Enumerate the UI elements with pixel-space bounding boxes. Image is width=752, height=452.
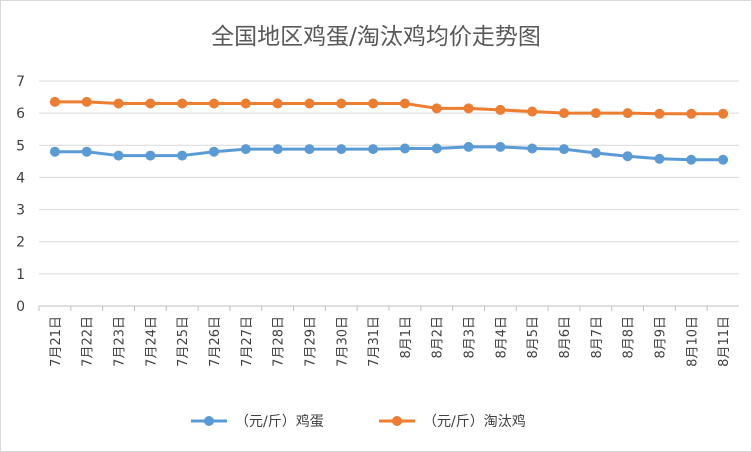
y-tick-label: 3: [16, 203, 25, 219]
gridlines: [39, 80, 739, 307]
data-point[interactable]: [431, 143, 442, 154]
x-tick-label: 8月5日: [526, 316, 541, 359]
x-tick-label: 7月29日: [303, 316, 318, 367]
chart-title: 全国地区鸡蛋/淘汰鸡均价走势图: [211, 24, 541, 50]
data-point[interactable]: [495, 141, 506, 152]
x-tick-label: 8月9日: [653, 316, 668, 359]
y-tick-label: 5: [16, 138, 25, 154]
x-tick-label: 8月3日: [463, 316, 478, 359]
series-1: [49, 141, 729, 165]
data-point[interactable]: [336, 98, 347, 109]
legend-marker-icon: [204, 416, 214, 426]
x-tick-label: 7月21日: [49, 316, 64, 367]
x-axis-ticks: 7月21日 7月22日 7月23日 7月24日 7月25日 7月26日 7月27日 7月28日…: [38, 306, 732, 367]
x-tick-label: 8月7日: [590, 316, 605, 359]
data-point[interactable]: [113, 150, 124, 161]
data-point[interactable]: [495, 104, 506, 115]
data-point[interactable]: [399, 143, 410, 154]
y-axis-ticks: 0 1 2 3 4 5 6 7: [16, 74, 25, 315]
data-point[interactable]: [431, 103, 442, 114]
data-point[interactable]: [718, 154, 729, 165]
x-tick-label: 7月22日: [81, 316, 96, 367]
x-tick-label: 8月10日: [685, 316, 700, 367]
data-point[interactable]: [718, 108, 729, 119]
legend-marker-icon: [392, 416, 402, 426]
data-point[interactable]: [304, 144, 315, 155]
data-point[interactable]: [590, 108, 601, 119]
data-point[interactable]: [399, 98, 410, 109]
x-tick-label: 8月8日: [622, 316, 637, 359]
data-point[interactable]: [145, 150, 156, 161]
data-point[interactable]: [272, 98, 283, 109]
legend-item[interactable]: （元/斤）淘汰鸡: [379, 413, 526, 430]
data-point[interactable]: [686, 108, 697, 119]
data-point[interactable]: [368, 98, 379, 109]
x-tick-label: 7月23日: [113, 316, 128, 367]
data-point[interactable]: [81, 96, 92, 107]
y-tick-label: 2: [16, 235, 25, 251]
data-point[interactable]: [81, 146, 92, 157]
data-point[interactable]: [559, 108, 569, 119]
data-point[interactable]: [272, 144, 283, 155]
data-point[interactable]: [209, 146, 219, 157]
data-point[interactable]: [209, 98, 219, 109]
series-2: [49, 96, 729, 119]
data-point[interactable]: [559, 144, 569, 155]
x-tick-label: 7月31日: [367, 316, 382, 367]
data-point[interactable]: [240, 98, 251, 109]
data-point[interactable]: [49, 146, 60, 157]
x-tick-label: 7月30日: [335, 316, 350, 367]
data-point[interactable]: [654, 108, 665, 119]
y-tick-label: 6: [16, 106, 25, 122]
series-layer: [49, 96, 729, 165]
x-tick-label: 8月4日: [494, 316, 509, 359]
x-tick-label: 7月25日: [176, 316, 191, 367]
x-tick-label: 7月26日: [208, 316, 223, 367]
data-point[interactable]: [368, 144, 379, 155]
data-point[interactable]: [590, 148, 601, 158]
data-point[interactable]: [304, 98, 315, 109]
data-point[interactable]: [463, 103, 474, 114]
data-point[interactable]: [622, 151, 633, 162]
data-point[interactable]: [336, 144, 347, 155]
data-point[interactable]: [177, 150, 188, 161]
x-tick-label: 8月1日: [399, 316, 414, 359]
data-point[interactable]: [686, 154, 697, 165]
legend-label: （元/斤）鸡蛋: [235, 413, 324, 430]
data-point[interactable]: [622, 108, 633, 119]
data-point[interactable]: [527, 143, 538, 154]
x-tick-label: 8月2日: [431, 316, 446, 359]
data-point[interactable]: [145, 98, 156, 109]
data-point[interactable]: [113, 98, 124, 109]
x-tick-label: 7月27日: [240, 316, 255, 367]
y-tick-label: 1: [16, 267, 25, 283]
data-point[interactable]: [527, 106, 538, 117]
data-point[interactable]: [654, 153, 665, 164]
y-tick-label: 0: [16, 299, 25, 315]
x-tick-label: 8月11日: [717, 316, 732, 367]
x-tick-label: 7月28日: [272, 316, 287, 367]
legend-item[interactable]: （元/斤）鸡蛋: [191, 413, 324, 430]
data-point[interactable]: [49, 96, 60, 107]
series-line: [53, 100, 725, 116]
x-tick-label: 8月6日: [558, 316, 573, 359]
y-tick-label: 4: [16, 170, 25, 186]
data-point[interactable]: [177, 98, 188, 109]
data-point[interactable]: [463, 141, 474, 152]
series-line: [53, 145, 725, 162]
data-point[interactable]: [240, 144, 251, 155]
legend[interactable]: （元/斤）鸡蛋 （元/斤）淘汰鸡: [191, 413, 526, 430]
y-tick-label: 7: [16, 74, 25, 90]
legend-label: （元/斤）淘汰鸡: [423, 413, 526, 430]
x-tick-label: 7月24日: [144, 316, 159, 367]
